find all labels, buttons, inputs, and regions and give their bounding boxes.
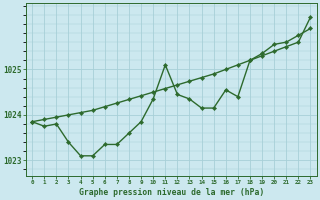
- X-axis label: Graphe pression niveau de la mer (hPa): Graphe pression niveau de la mer (hPa): [79, 188, 264, 197]
